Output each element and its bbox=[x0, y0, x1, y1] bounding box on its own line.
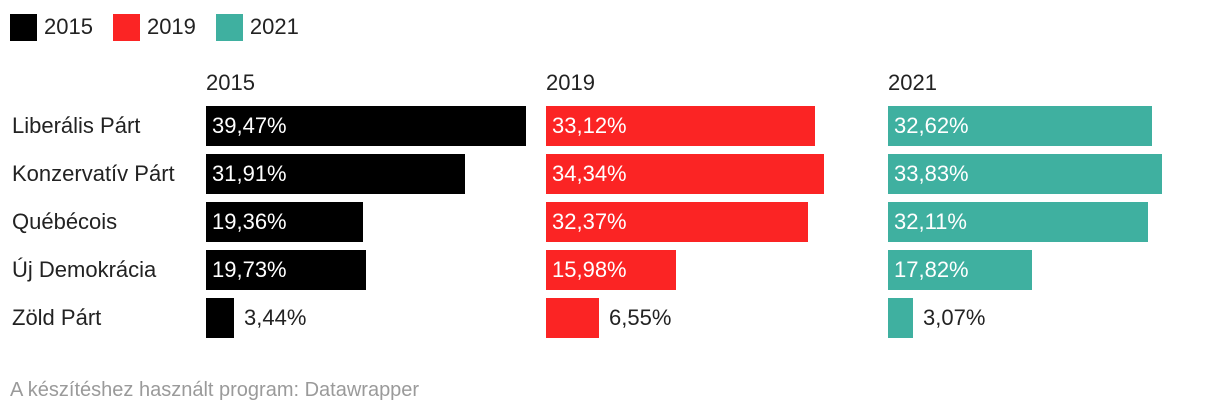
legend-label-2021: 2021 bbox=[249, 14, 299, 39]
legend-swatch-2021 bbox=[215, 13, 243, 41]
bar bbox=[888, 106, 1152, 146]
data-label: 3,44% bbox=[244, 305, 307, 330]
legend: 2015 2019 2021 bbox=[10, 10, 319, 44]
panel-title-2015: 2015 bbox=[206, 70, 255, 95]
data-label: 3,07% bbox=[923, 305, 986, 330]
panel-title-2019: 2019 bbox=[546, 70, 595, 95]
data-label: 34,34% bbox=[552, 161, 627, 186]
data-label: 17,82% bbox=[894, 257, 969, 282]
footer-credit: A készítéshez használt program: Datawrap… bbox=[10, 379, 420, 401]
bar bbox=[206, 250, 366, 290]
legend-label-2019: 2019 bbox=[146, 14, 196, 39]
data-label: 31,91% bbox=[212, 161, 287, 186]
legend-label-2015: 2015 bbox=[44, 14, 93, 39]
legend-swatch-2019 bbox=[112, 13, 140, 41]
data-label: 6,55% bbox=[609, 305, 672, 330]
bar bbox=[546, 106, 815, 146]
data-label: 39,47% bbox=[212, 113, 287, 138]
bar bbox=[206, 154, 465, 194]
bar bbox=[546, 250, 676, 290]
legend-swatch-2015 bbox=[10, 13, 37, 41]
category-label: Zöld Párt bbox=[12, 305, 102, 330]
bar bbox=[546, 202, 808, 242]
data-label: 33,12% bbox=[552, 113, 627, 138]
bar bbox=[206, 298, 234, 338]
data-label: 32,62% bbox=[894, 113, 969, 138]
category-label: Québécois bbox=[12, 209, 118, 234]
data-label: 15,98% bbox=[552, 257, 627, 282]
panel-title-2021: 2021 bbox=[888, 70, 937, 95]
bar bbox=[546, 298, 599, 338]
legend-item-2021: 2021 bbox=[215, 10, 299, 44]
category-label: Új Demokrácia bbox=[12, 257, 157, 282]
bar bbox=[206, 202, 363, 242]
bar bbox=[888, 154, 1162, 194]
data-label: 33,83% bbox=[894, 161, 969, 186]
data-label: 32,11% bbox=[894, 209, 967, 234]
legend-item-2015: 2015 bbox=[10, 10, 93, 44]
data-label: 19,36% bbox=[212, 209, 287, 234]
bar bbox=[888, 298, 913, 338]
bar bbox=[546, 154, 824, 194]
legend-item-2019: 2019 bbox=[112, 10, 196, 44]
bar bbox=[206, 106, 526, 146]
category-label: Liberális Párt bbox=[12, 113, 141, 138]
bar bbox=[888, 250, 1032, 290]
data-label: 32,37% bbox=[552, 209, 627, 234]
category-label: Konzervatív Párt bbox=[12, 161, 175, 186]
data-label: 19,73% bbox=[212, 257, 287, 282]
bar bbox=[888, 202, 1148, 242]
